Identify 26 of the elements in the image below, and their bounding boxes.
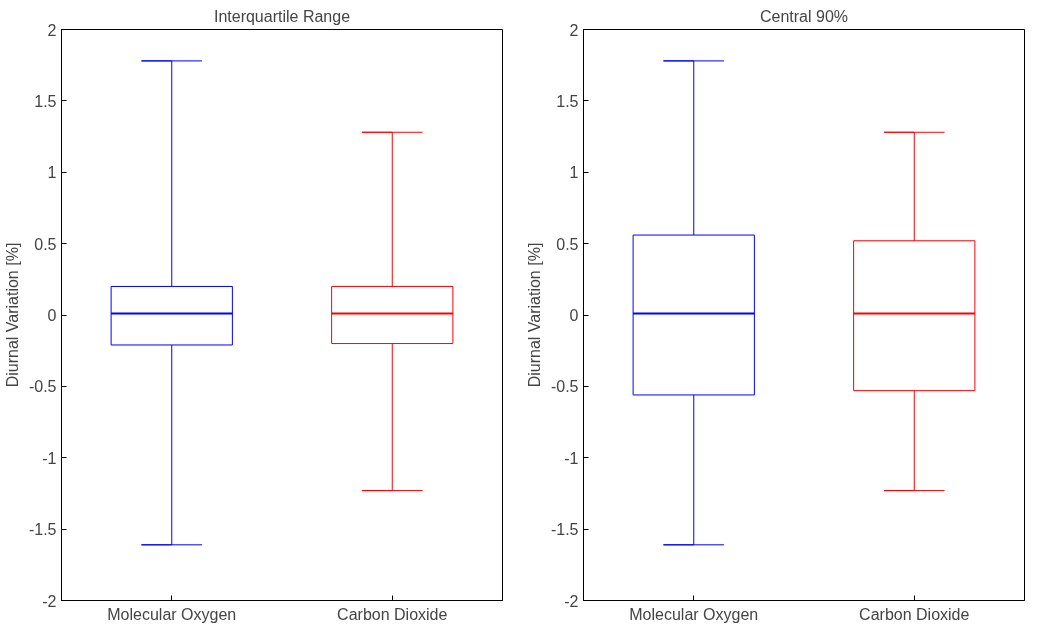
y-tick-label: 2: [569, 21, 579, 39]
y-axis-title: Diurnal Variation [%]: [525, 242, 543, 388]
y-tick-label: 1: [569, 164, 579, 182]
y-tick-label: 0.5: [556, 235, 579, 253]
x-tick-label: Molecular Oxygen: [629, 605, 759, 623]
y-tick-label: -2: [42, 592, 57, 610]
y-tick-label: 0: [569, 307, 579, 324]
chart-title: Interquartile Range: [213, 7, 351, 25]
x-tick-label: Carbon Dioxide: [859, 605, 970, 623]
y-tick-label: 1: [47, 164, 57, 182]
y-tick-label: 1.5: [34, 92, 57, 110]
y-tick-label: -2: [564, 592, 579, 610]
y-tick-label: -0.5: [550, 378, 579, 396]
y-tick-label: 0: [47, 307, 57, 324]
y-axis-title: Diurnal Variation [%]: [3, 242, 21, 388]
x-tick-label: Carbon Dioxide: [337, 605, 448, 623]
y-tick-label: -0.5: [28, 378, 57, 396]
x-tick-label: Molecular Oxygen: [107, 605, 237, 623]
y-tick-label: -1.5: [28, 521, 57, 539]
y-tick-label: -1.5: [550, 521, 579, 539]
y-tick-label: 1.5: [556, 92, 579, 110]
y-tick-label: 2: [47, 21, 57, 39]
y-tick-label: 0.5: [34, 235, 57, 253]
y-tick-label: -1: [564, 449, 579, 467]
y-tick-label: -1: [42, 449, 57, 467]
chart-title: Central 90%: [759, 7, 849, 25]
